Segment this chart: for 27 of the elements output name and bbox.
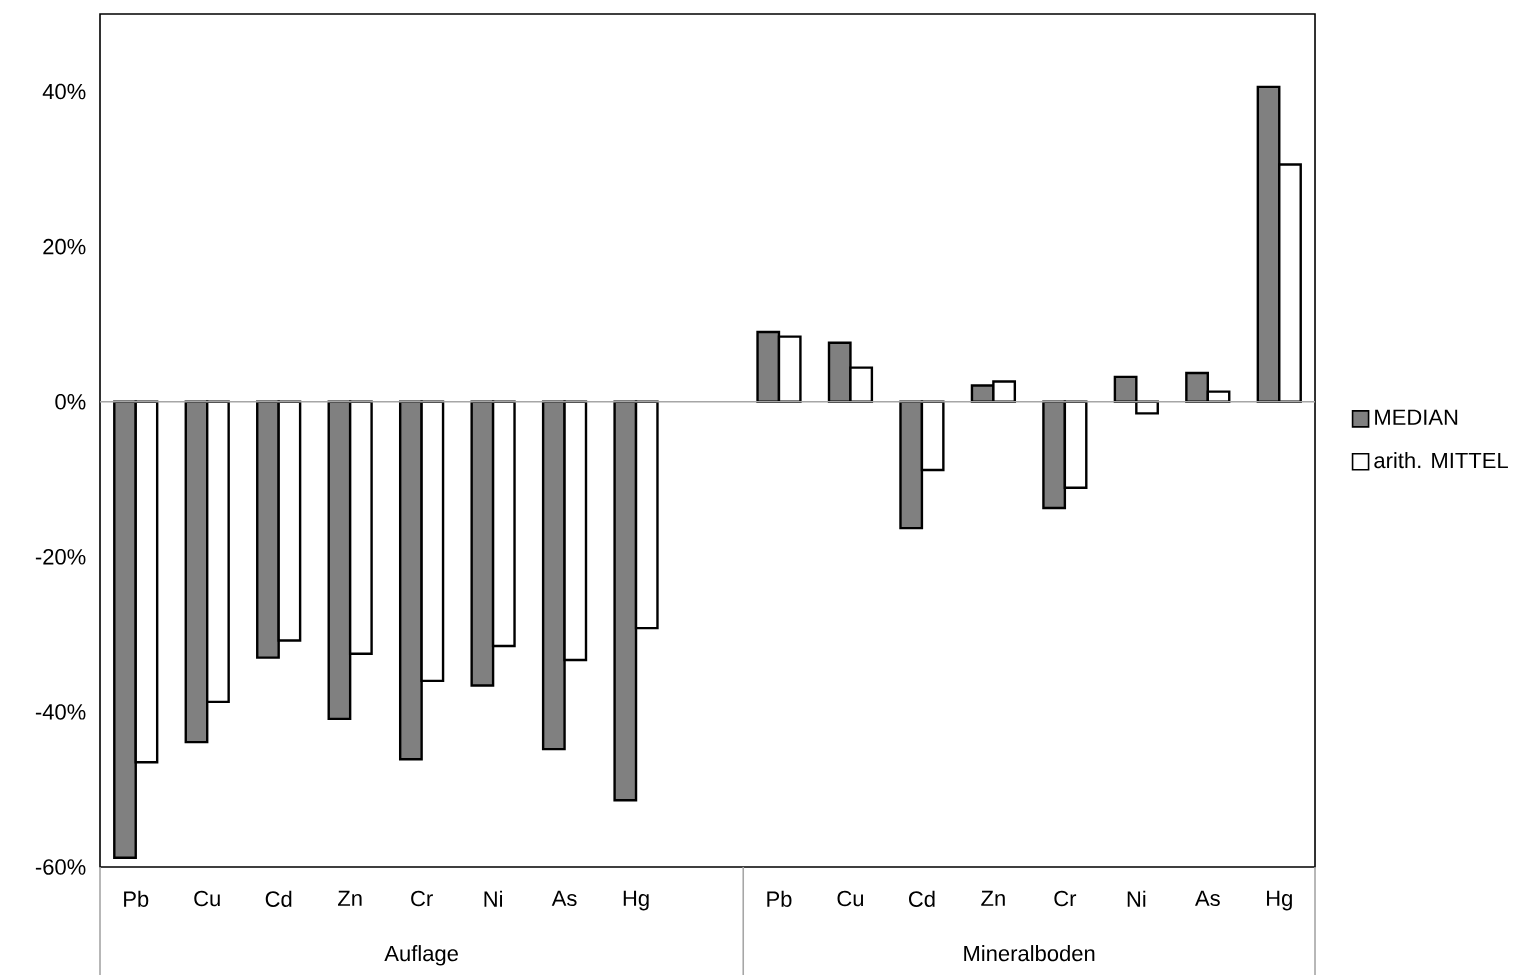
x-tick-label: Cu: [194, 890, 220, 907]
x-tick-label: Ni: [484, 890, 503, 907]
text: Auflage: [384, 945, 458, 966]
legend-label: arith. MITTEL: [1374, 452, 1508, 469]
text: Mineralboden: [964, 945, 1095, 962]
x-tick-label: Hg: [623, 890, 649, 911]
y-tick-label: 20%: [43, 238, 86, 255]
y-tick-label: -20%: [35, 549, 86, 565]
y-tick-label: 0%: [55, 393, 86, 410]
x-tick-label: Cr: [411, 890, 433, 907]
x-tick-label: Cr: [1054, 890, 1077, 907]
x-tick-label: Hg: [1267, 890, 1292, 911]
y-tick-label: -40%: [35, 704, 86, 720]
x-tick-label: Zn: [338, 890, 362, 906]
x-tick-label: Zn: [981, 890, 1005, 906]
bar: [1113, 375, 1138, 403]
x-tick-label: As: [1194, 890, 1220, 907]
x-tick-label: Pb: [124, 890, 149, 907]
x-tick-label: Pb: [767, 890, 792, 907]
x-tick-label: As: [551, 890, 577, 907]
legend-label: MEDIAN: [1375, 409, 1458, 425]
x-tick-label: Cu: [837, 890, 864, 907]
y-tick-label: -60%: [35, 859, 86, 875]
x-tick-label: Ni: [1127, 890, 1146, 907]
x-tick-label: Cd: [908, 890, 935, 907]
x-tick-label: Cd: [265, 890, 292, 907]
y-tick-label: 40%: [42, 83, 86, 100]
